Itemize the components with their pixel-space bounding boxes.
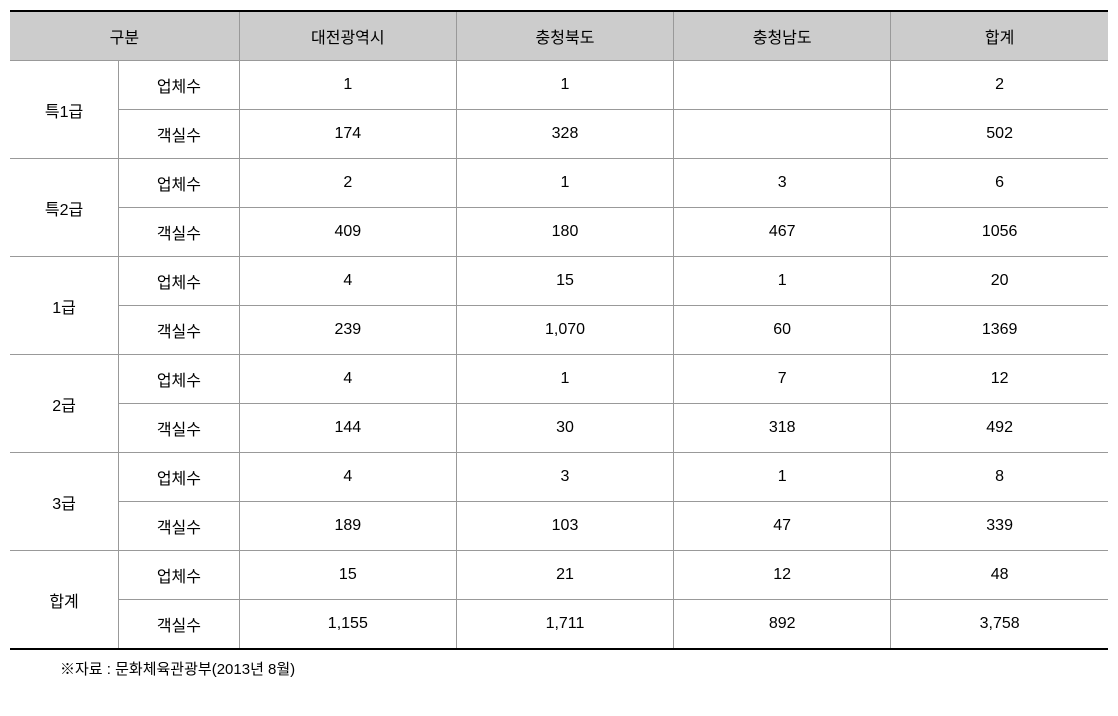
- cell-value: 1,070: [456, 306, 673, 355]
- header-total: 합계: [891, 11, 1108, 61]
- sub-label-count: 업체수: [119, 551, 240, 600]
- cell-value: 1: [674, 453, 891, 502]
- category-label: 특1급: [10, 61, 119, 159]
- cell-value: 180: [456, 208, 673, 257]
- cell-value: 103: [456, 502, 673, 551]
- cell-value: 2: [891, 61, 1108, 110]
- header-daejeon: 대전광역시: [239, 11, 456, 61]
- table-row: 특1급 업체수 1 1 2: [10, 61, 1108, 110]
- header-row: 구분 대전광역시 충청북도 충청남도 합계: [10, 11, 1108, 61]
- cell-value: 189: [239, 502, 456, 551]
- cell-value: 2: [239, 159, 456, 208]
- sub-label-rooms: 객실수: [119, 110, 240, 159]
- table-row: 특2급 업체수 2 1 3 6: [10, 159, 1108, 208]
- table-row: 객실수 239 1,070 60 1369: [10, 306, 1108, 355]
- header-gubun: 구분: [10, 11, 239, 61]
- category-label: 3급: [10, 453, 119, 551]
- cell-value: [674, 61, 891, 110]
- cell-value: 4: [239, 257, 456, 306]
- cell-value: 1: [239, 61, 456, 110]
- cell-value: 1: [456, 159, 673, 208]
- table-row: 2급 업체수 4 1 7 12: [10, 355, 1108, 404]
- header-chungnam: 충청남도: [674, 11, 891, 61]
- table-row: 객실수 1,155 1,711 892 3,758: [10, 600, 1108, 650]
- cell-value: 60: [674, 306, 891, 355]
- table-row: 객실수 189 103 47 339: [10, 502, 1108, 551]
- sub-label-count: 업체수: [119, 355, 240, 404]
- footnote-source: ※자료 : 문화체육관광부(2013년 8월): [60, 658, 1108, 679]
- hotel-stats-table: 구분 대전광역시 충청북도 충청남도 합계 특1급 업체수 1 1 2 객실수 …: [10, 10, 1108, 650]
- cell-value: 3: [674, 159, 891, 208]
- cell-value: 502: [891, 110, 1108, 159]
- cell-value: 339: [891, 502, 1108, 551]
- cell-value: 892: [674, 600, 891, 650]
- cell-value: 1369: [891, 306, 1108, 355]
- sub-label-count: 업체수: [119, 257, 240, 306]
- cell-value: 4: [239, 355, 456, 404]
- sub-label-count: 업체수: [119, 453, 240, 502]
- sub-label-rooms: 객실수: [119, 600, 240, 650]
- sub-label-rooms: 객실수: [119, 404, 240, 453]
- table-header: 구분 대전광역시 충청북도 충청남도 합계: [10, 11, 1108, 61]
- cell-value: 21: [456, 551, 673, 600]
- table-row: 1급 업체수 4 15 1 20: [10, 257, 1108, 306]
- cell-value: 1: [674, 257, 891, 306]
- cell-value: 8: [891, 453, 1108, 502]
- sub-label-rooms: 객실수: [119, 208, 240, 257]
- cell-value: 47: [674, 502, 891, 551]
- cell-value: 15: [456, 257, 673, 306]
- cell-value: 174: [239, 110, 456, 159]
- category-label: 1급: [10, 257, 119, 355]
- sub-label-rooms: 객실수: [119, 306, 240, 355]
- category-label-total: 합계: [10, 551, 119, 650]
- cell-value: 1,155: [239, 600, 456, 650]
- header-chungbuk: 충청북도: [456, 11, 673, 61]
- cell-value: 3: [456, 453, 673, 502]
- table-body: 특1급 업체수 1 1 2 객실수 174 328 502 특2급 업체수 2 …: [10, 61, 1108, 650]
- sub-label-count: 업체수: [119, 61, 240, 110]
- cell-value: 7: [674, 355, 891, 404]
- cell-value: 15: [239, 551, 456, 600]
- cell-value: 409: [239, 208, 456, 257]
- table-row: 객실수 409 180 467 1056: [10, 208, 1108, 257]
- category-label: 2급: [10, 355, 119, 453]
- cell-value: 48: [891, 551, 1108, 600]
- cell-value: 318: [674, 404, 891, 453]
- sub-label-count: 업체수: [119, 159, 240, 208]
- cell-value: 30: [456, 404, 673, 453]
- cell-value: 20: [891, 257, 1108, 306]
- table-row: 합계 업체수 15 21 12 48: [10, 551, 1108, 600]
- table-row: 객실수 144 30 318 492: [10, 404, 1108, 453]
- category-label: 특2급: [10, 159, 119, 257]
- cell-value: 144: [239, 404, 456, 453]
- table-container: 구분 대전광역시 충청북도 충청남도 합계 특1급 업체수 1 1 2 객실수 …: [10, 10, 1108, 679]
- sub-label-rooms: 객실수: [119, 502, 240, 551]
- cell-value: 467: [674, 208, 891, 257]
- cell-value: 328: [456, 110, 673, 159]
- cell-value: 12: [891, 355, 1108, 404]
- cell-value: 1: [456, 355, 673, 404]
- table-row: 객실수 174 328 502: [10, 110, 1108, 159]
- cell-value: 492: [891, 404, 1108, 453]
- cell-value: 1: [456, 61, 673, 110]
- cell-value: 4: [239, 453, 456, 502]
- cell-value: 12: [674, 551, 891, 600]
- cell-value: 1,711: [456, 600, 673, 650]
- cell-value: 239: [239, 306, 456, 355]
- table-row: 3급 업체수 4 3 1 8: [10, 453, 1108, 502]
- cell-value: 3,758: [891, 600, 1108, 650]
- cell-value: 6: [891, 159, 1108, 208]
- cell-value: [674, 110, 891, 159]
- cell-value: 1056: [891, 208, 1108, 257]
